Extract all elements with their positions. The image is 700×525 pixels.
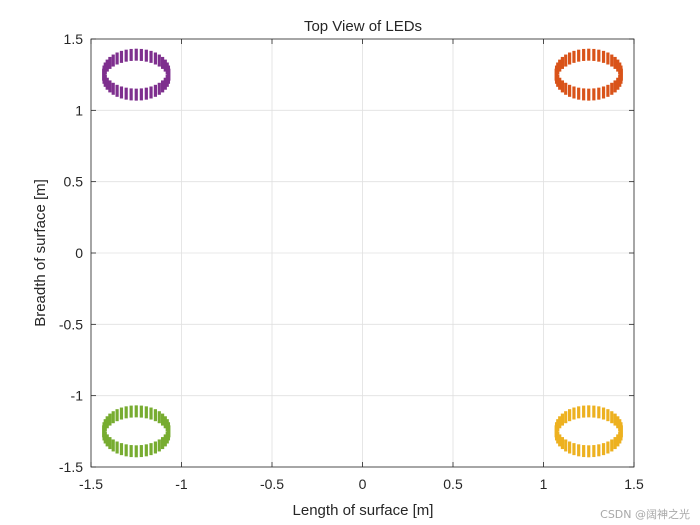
- x-axis-label: Length of surface [m]: [293, 502, 434, 519]
- led-ring: [554, 48, 623, 101]
- led-markers: [102, 48, 623, 458]
- watermark: CSDN @阔神之光: [600, 508, 690, 521]
- led-ring: [554, 405, 623, 458]
- x-tick-label: -1.5: [79, 476, 103, 492]
- y-tick-label: 1.5: [64, 31, 84, 47]
- x-tick-label: 0: [359, 476, 367, 492]
- y-axis-label: Breadth of surface [m]: [32, 179, 49, 327]
- y-tick-label: 0.5: [64, 174, 84, 190]
- x-tick-label: 1: [540, 476, 548, 492]
- y-tick-label: 1: [75, 102, 83, 118]
- grid-lines: [90, 38, 635, 468]
- chart-title: Top View of LEDs: [304, 18, 422, 35]
- axis-ticks: -1.5 -1 -0.5 0 0.5 1 1.5 -1.5 -1 -0.5 0 0.5 1 1.5: [59, 31, 644, 492]
- led-ring: [102, 405, 171, 458]
- y-tick-label: -1.5: [59, 459, 83, 475]
- x-tick-label: -0.5: [260, 476, 284, 492]
- led-ring: [102, 48, 171, 101]
- y-tick-label: 0: [75, 245, 83, 261]
- x-tick-label: -1: [175, 476, 188, 492]
- x-tick-label: 0.5: [443, 476, 463, 492]
- x-tick-label: 1.5: [624, 476, 644, 492]
- y-tick-label: -1: [71, 388, 84, 404]
- y-tick-label: -0.5: [59, 316, 83, 332]
